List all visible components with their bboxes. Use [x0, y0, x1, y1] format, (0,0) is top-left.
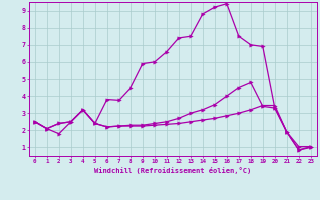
X-axis label: Windchill (Refroidissement éolien,°C): Windchill (Refroidissement éolien,°C)	[94, 167, 252, 174]
